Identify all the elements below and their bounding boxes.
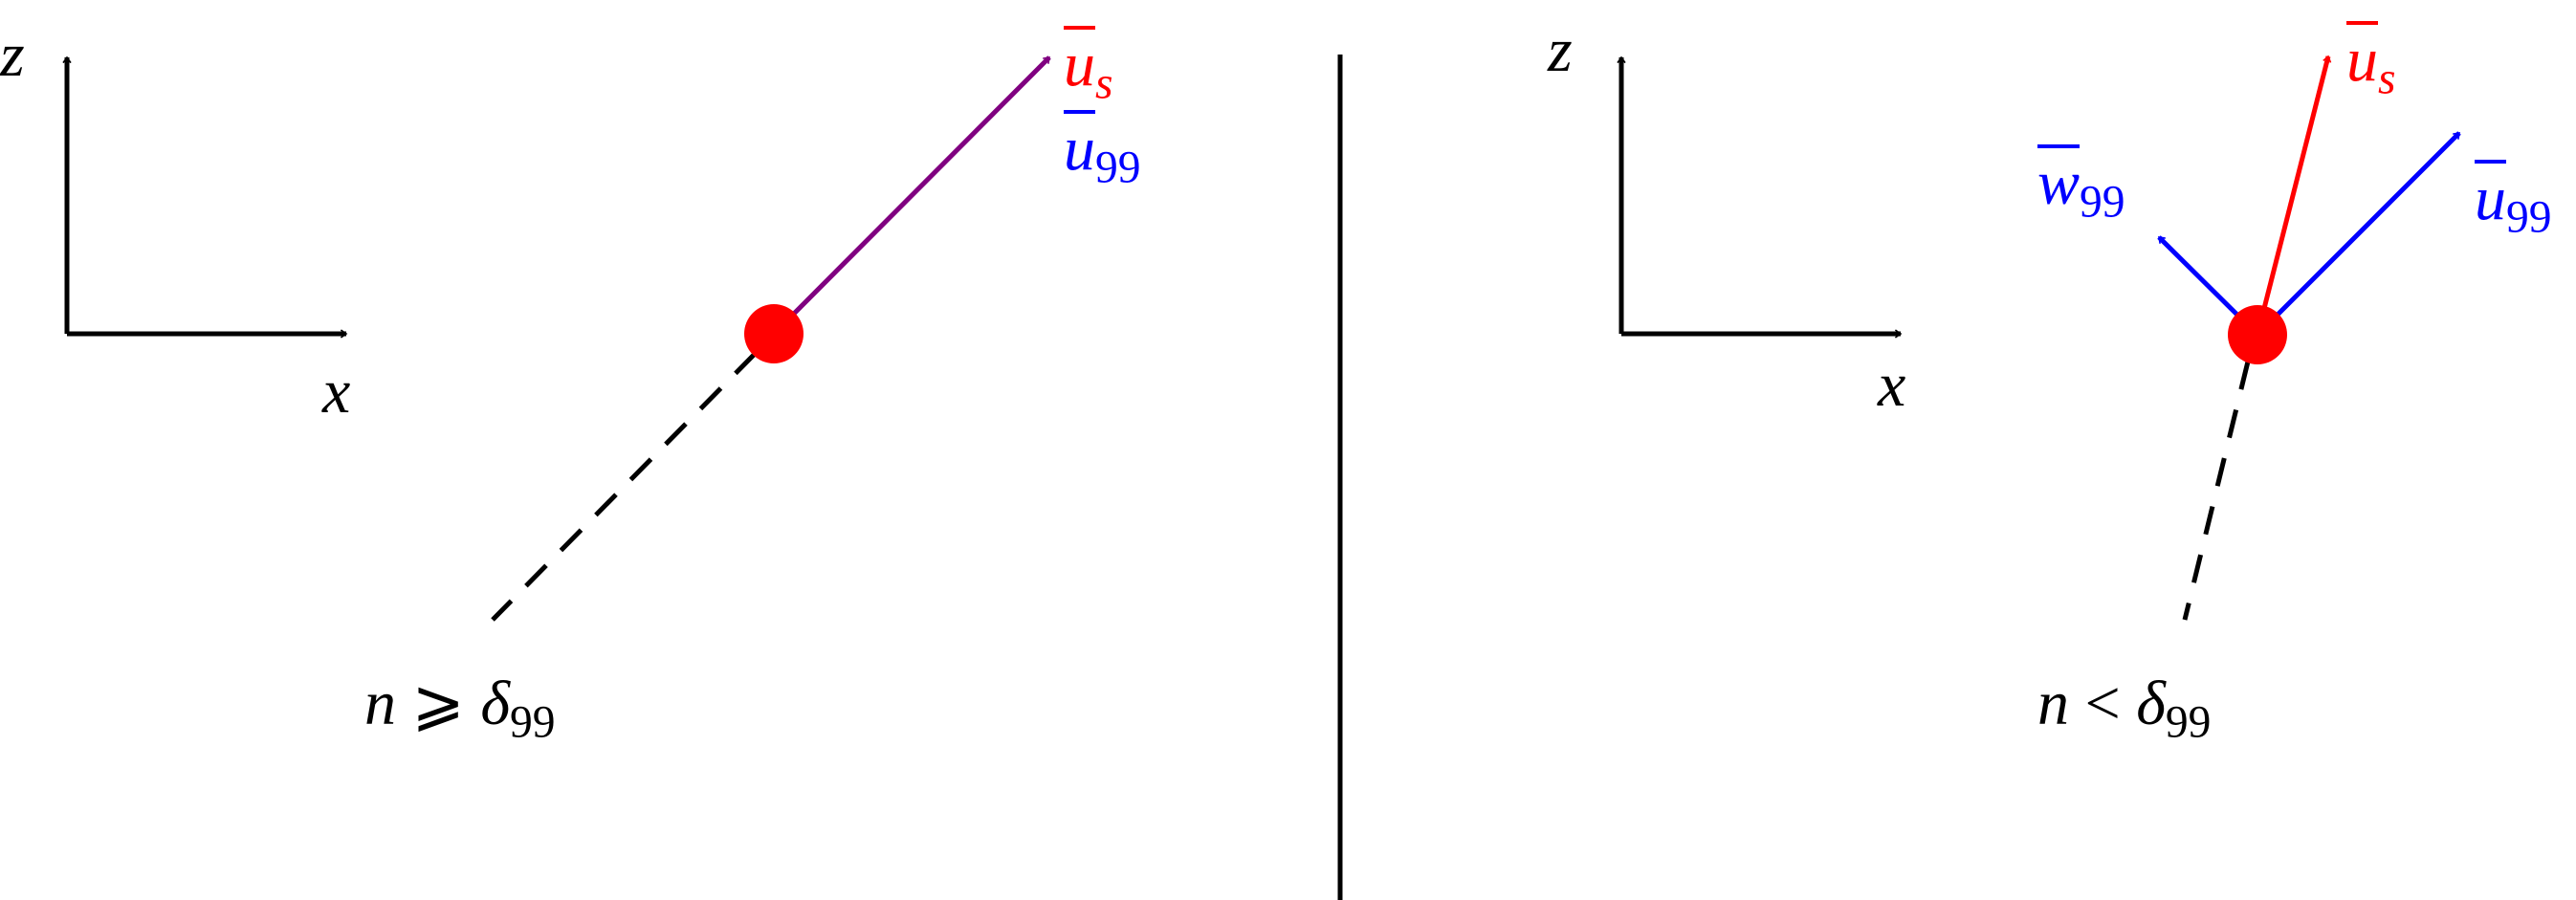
vector-subscript: s [1095,58,1113,109]
vector-base: u [2475,164,2506,233]
vector-base: u [1064,30,1095,99]
condition: n < δ99 [2037,666,2211,760]
condition-relation: ⩾ [411,669,465,738]
vector-label: us [1064,27,1113,121]
point [744,304,804,363]
condition-lhs: n [364,669,396,738]
condition-subscript: 99 [2165,697,2212,748]
velocity-arrow [772,55,1051,336]
dashed-normal [2182,361,2251,621]
left-panel [62,55,1051,622]
z-label: z [0,20,25,90]
vector-subscript: s [2378,54,2396,104]
dashed-normal [491,351,758,622]
vector-label: us [2346,22,2396,117]
vector-subscript: 99 [2080,177,2125,228]
point [2228,305,2287,364]
condition-rhs: δ [2136,669,2166,738]
right-panel [1617,55,2461,621]
vector-subscript: 99 [2506,192,2552,243]
condition-rhs: δ [480,669,510,738]
us-arrow [2255,55,2332,336]
condition-subscript: 99 [510,697,556,748]
vector-label: u99 [2475,161,2552,255]
condition: n ⩾ δ99 [364,666,556,760]
vector-base: w [2037,148,2081,218]
x-label: x [1878,350,1906,420]
x-label: x [322,357,351,427]
u99-arrow [2256,131,2461,337]
z-label: z [1548,15,1573,85]
vector-base: u [2346,25,2378,95]
vector-label: w99 [2037,145,2125,240]
condition-relation: < [2084,669,2121,738]
vector-subscript: 99 [1095,143,1141,193]
vector-label: u99 [1064,111,1141,206]
vector-base: u [1064,114,1095,184]
condition-lhs: n [2037,669,2069,738]
